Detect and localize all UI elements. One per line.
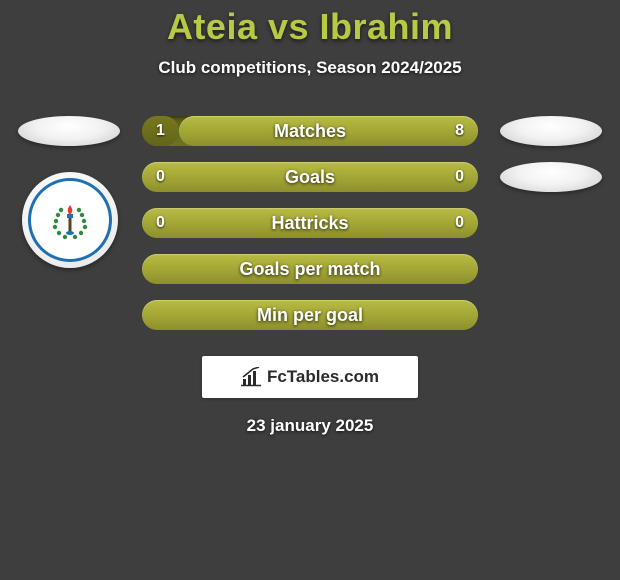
watermark-text: FcTables.com	[267, 367, 379, 387]
stat-label: Min per goal	[257, 305, 363, 326]
player-right-oval-2	[500, 162, 602, 192]
stat-left-value: 0	[156, 168, 165, 186]
page-subtitle: Club competitions, Season 2024/2025	[0, 58, 620, 78]
stat-bar: 0 Hattricks 0	[142, 208, 478, 238]
torch-icon	[40, 190, 100, 250]
stat-row-min-per-goal: Min per goal	[0, 292, 620, 338]
bar-chart-icon	[241, 367, 263, 387]
stat-right-value: 8	[455, 122, 464, 140]
stat-right-value: 0	[455, 214, 464, 232]
player-left-oval	[18, 116, 120, 146]
stat-label: Hattricks	[271, 213, 348, 234]
page-title: Ateia vs Ibrahim	[0, 6, 620, 48]
stat-bar: 1 Matches 8	[142, 116, 478, 146]
stat-left-value: 0	[156, 214, 165, 232]
stat-label: Goals	[285, 167, 335, 188]
stat-row-matches: 1 Matches 8	[0, 108, 620, 154]
stat-bar: Goals per match	[142, 254, 478, 284]
infographic-root: Ateia vs Ibrahim Club competitions, Seas…	[0, 0, 620, 580]
stat-bar: Min per goal	[142, 300, 478, 330]
stat-label: Goals per match	[239, 259, 380, 280]
stat-bar: 0 Goals 0	[142, 162, 478, 192]
club-badge	[22, 172, 118, 268]
stat-label: Matches	[274, 121, 346, 142]
player-right-oval	[500, 116, 602, 146]
date-label: 23 january 2025	[0, 416, 620, 436]
stat-right-value: 0	[455, 168, 464, 186]
stat-left-value: 1	[156, 122, 165, 140]
watermark: FcTables.com	[202, 356, 418, 398]
